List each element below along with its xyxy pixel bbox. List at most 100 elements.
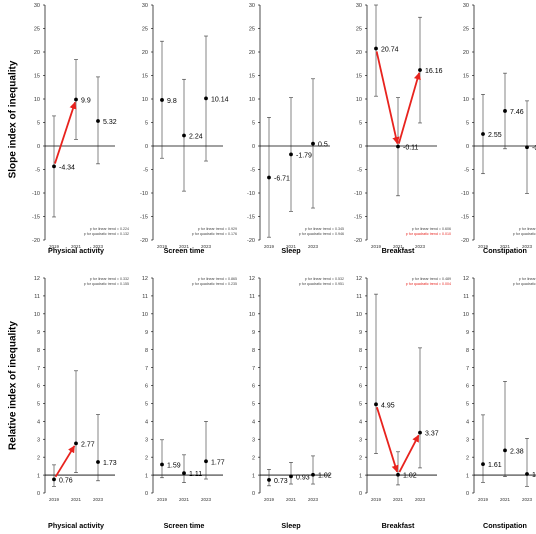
x-tick-label: 2023 [522, 497, 533, 502]
data-label: -1.79 [296, 152, 312, 159]
y-tick-label: 9 [252, 330, 255, 336]
y-tick-label: 3 [466, 437, 469, 443]
panel-title: Sleep [281, 521, 301, 530]
y-tick-label: 5 [145, 121, 148, 127]
y-tick-label: 20 [34, 50, 40, 56]
y-tick-label: -20 [461, 238, 469, 244]
y-tick-label: 3 [145, 437, 148, 443]
trend-arrow [54, 445, 76, 478]
data-point [525, 145, 529, 150]
y-tick-label: -10 [32, 191, 40, 197]
panel-title: Breakfast [382, 246, 415, 255]
panel-title: Constipation [483, 521, 527, 530]
y-tick-label: 30 [142, 3, 148, 9]
data-label: 2.24 [189, 133, 203, 140]
data-point [182, 133, 186, 138]
data-label: 4.95 [381, 402, 395, 409]
y-tick-label: 7 [37, 366, 40, 372]
y-tick-label: 0 [466, 491, 469, 497]
data-label: 1.61 [488, 462, 502, 469]
y-tick-label: 12 [142, 276, 148, 282]
data-point [267, 175, 271, 180]
y-tick-label: 10 [463, 312, 469, 318]
y-tick-label: 5 [145, 402, 148, 408]
y-tick-label: -5 [464, 168, 469, 174]
y-tick-label: 5 [359, 121, 362, 127]
data-label: -0.11 [403, 145, 419, 152]
y-tick-label: 30 [463, 3, 469, 9]
y-tick-label: 15 [356, 74, 362, 80]
data-label: 9.9 [81, 97, 91, 104]
y-tick-label: 10 [356, 97, 362, 103]
y-tick-label: 10 [249, 312, 255, 318]
y-tick-label: 6 [466, 384, 469, 390]
x-tick-label: 2019 [478, 244, 489, 249]
data-point [374, 402, 378, 407]
y-tick-label: -15 [461, 215, 469, 221]
panel-title: Physical activity [48, 521, 104, 530]
y-tick-label: 1 [145, 473, 148, 479]
data-point [74, 441, 78, 446]
p-value-note: p for linear trend = 0.532 [305, 277, 344, 281]
y-tick-label: -5 [35, 168, 40, 174]
data-label: 1.02 [403, 473, 417, 480]
x-tick-label: 2019 [371, 497, 382, 502]
x-tick-label: 2019 [157, 244, 168, 249]
panel-sii-breakfast: -20 -15 -10 -5 0 5 10 15 20 25 30 2019 2021 2023 20.74… [354, 3, 451, 255]
x-tick-label: 2023 [201, 244, 212, 249]
data-label: 0.73 [274, 478, 288, 485]
data-point [96, 119, 100, 123]
p-value-note: p for quadratic trend = 0.155 [84, 282, 129, 286]
y-tick-label: 20 [142, 50, 148, 56]
y-tick-label: 25 [356, 27, 362, 33]
y-tick-label: 30 [249, 3, 255, 9]
data-point [289, 152, 293, 157]
data-point [160, 98, 164, 102]
y-tick-label: 15 [463, 74, 469, 80]
x-tick-label: 2023 [93, 244, 104, 249]
x-tick-label: 2021 [71, 244, 82, 249]
y-tick-label: 6 [37, 384, 40, 390]
data-point [160, 462, 164, 467]
panel-sii-constipation: -20 -15 -10 -5 0 5 10 15 20 25 30 2019 2021 2023 2.55 7… [461, 3, 536, 255]
p-value-note: p for quadratic trend = 0.235 [192, 282, 237, 286]
data-label: 1.59 [167, 463, 181, 470]
y-tick-label: 2 [145, 455, 148, 461]
data-label: 2.38 [510, 448, 524, 455]
y-tick-label: 6 [359, 384, 362, 390]
data-point [418, 68, 422, 72]
p-value-note: p for linear trend = 0.332 [90, 277, 129, 281]
y-tick-label: 4 [359, 420, 362, 426]
y-tick-label: 4 [37, 420, 40, 426]
y-tick-label: 4 [145, 420, 148, 426]
p-value-note: p for linear trend = 0.606 [412, 227, 451, 231]
data-label: 5.32 [103, 119, 117, 126]
panel-title: Screen time [164, 521, 205, 530]
y-tick-label: 25 [463, 27, 469, 33]
panel-title: Constipation [483, 246, 527, 255]
y-tick-label: 15 [142, 74, 148, 80]
y-tick-label: 10 [249, 97, 255, 103]
x-tick-label: 2021 [179, 244, 190, 249]
p-value-note: p for linear trend = 0.658 [519, 227, 536, 231]
panel-title: Sleep [281, 246, 301, 255]
trend-arrow [397, 72, 421, 144]
y-tick-label: 10 [142, 312, 148, 318]
data-point [503, 448, 507, 453]
p-value-note: p for linear trend = 0.345 [305, 227, 344, 231]
y-tick-label: -10 [354, 191, 362, 197]
y-tick-label: 25 [142, 27, 148, 33]
y-tick-label: -15 [32, 215, 40, 221]
y-tick-label: 9 [466, 330, 469, 336]
y-tick-label: 12 [34, 276, 40, 282]
data-label: 16.16 [425, 68, 443, 75]
y-tick-label: 12 [356, 276, 362, 282]
y-tick-label: 7 [145, 366, 148, 372]
y-tick-label: 0 [37, 491, 40, 497]
y-tick-label: 8 [145, 348, 148, 354]
data-point [52, 164, 56, 169]
x-tick-label: 2021 [286, 497, 297, 502]
x-tick-label: 2021 [286, 244, 297, 249]
